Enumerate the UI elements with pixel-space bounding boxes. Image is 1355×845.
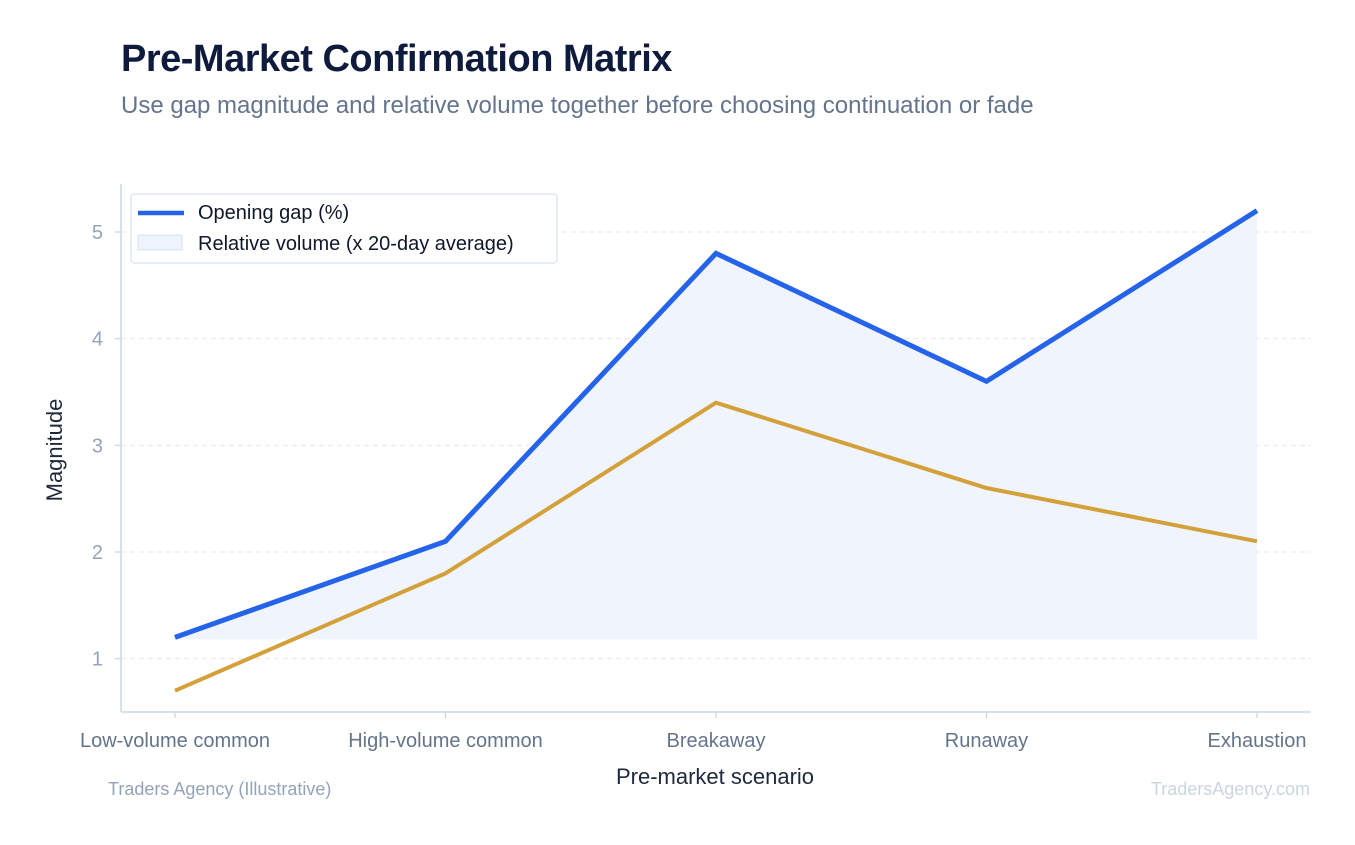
chart-title: Pre-Market Confirmation Matrix [121, 38, 672, 80]
legend-label-volume: Relative volume (x 20-day average) [198, 233, 514, 255]
footer-watermark: TradersAgency.com [1150, 779, 1310, 799]
x-tick-labels: Low-volume common High-volume common Break… [80, 712, 1307, 752]
y-tick-label: 5 [92, 222, 103, 244]
chart-subtitle: Use gap magnitude and relative volume to… [121, 92, 1034, 119]
series-lines [174, 208, 1259, 693]
legend: Opening gap (%) Relative volume (x 20-da… [130, 193, 558, 264]
y-tick-label: 2 [92, 542, 103, 564]
footer-source: Traders Agency (Illustrative) [108, 779, 332, 799]
volume-area-fill [175, 210, 1257, 640]
x-tick-label: High-volume common [348, 730, 543, 752]
x-tick-label: Runaway [945, 730, 1028, 752]
x-axis-label: Pre-market scenario [616, 764, 814, 789]
x-tick-label: Exhaustion [1208, 730, 1307, 752]
legend-label-gap: Opening gap (%) [198, 202, 349, 224]
y-tick-label: 3 [92, 435, 103, 457]
legend-swatch-volume [137, 234, 183, 251]
legend-box [130, 193, 558, 264]
x-tick-label: Low-volume common [80, 730, 270, 752]
y-tick-label: 4 [92, 329, 103, 351]
y-tick-labels: 1 2 3 4 5 [92, 222, 121, 671]
y-tick-label: 1 [92, 649, 103, 671]
x-tick-label: Breakaway [667, 730, 766, 752]
y-axis-label: Magnitude [42, 399, 67, 502]
